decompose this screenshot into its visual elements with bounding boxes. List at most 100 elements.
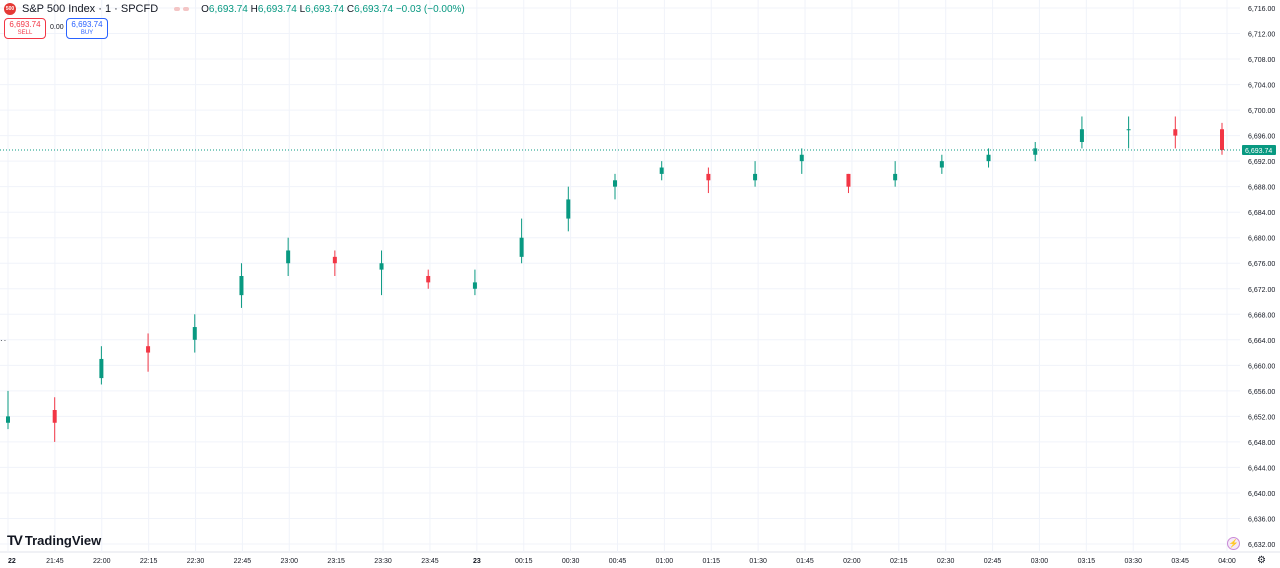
time-tick-label: 22:00 (93, 558, 111, 565)
time-tick-label: 23:45 (421, 558, 439, 565)
time-tick-label: 02:00 (843, 558, 861, 565)
candle-body (472, 282, 477, 289)
price-tick-label: 6,644.00 (1248, 465, 1275, 472)
price-tick-label: 6,704.00 (1248, 83, 1275, 90)
symbol-logo-icon: 500 (4, 3, 16, 15)
candle-body (519, 237, 524, 257)
price-tick-label: 6,660.00 (1248, 363, 1275, 370)
time-tick-label: 23:15 (327, 558, 345, 565)
eye-icon[interactable] (183, 7, 190, 11)
current-price-marker (1242, 145, 1276, 156)
sell-price: 6,693.74 (9, 19, 41, 29)
price-tick-label: 6,632.00 (1248, 542, 1275, 549)
price-tick-label: 6,668.00 (1248, 312, 1275, 319)
time-tick-label: 03:00 (1031, 558, 1049, 565)
price-tick-label: 6,708.00 (1248, 57, 1275, 64)
time-tick-label: 02:15 (890, 558, 908, 565)
current-price-label: 6,693.74 (1245, 148, 1272, 155)
eye-icon[interactable] (174, 7, 181, 11)
time-tick-label: 22:15 (140, 558, 158, 565)
candle-body (192, 327, 197, 340)
candle-body (52, 410, 57, 423)
price-tick-label: 6,688.00 (1248, 185, 1275, 192)
price-tick-label: 6,676.00 (1248, 261, 1275, 268)
time-tick-label: 03:45 (1171, 558, 1189, 565)
time-tick-label: 04:00 (1218, 558, 1236, 565)
time-tick-label: 23:00 (281, 558, 299, 565)
price-tick-label: 6,640.00 (1248, 491, 1275, 498)
brand-name: TradingView (24, 532, 102, 548)
buy-price: 6,693.74 (71, 19, 103, 29)
sell-label: SELL (17, 29, 33, 36)
time-tick-label: 23 (473, 558, 481, 565)
candle-body (566, 199, 571, 219)
gear-icon[interactable]: ⚙ (1257, 555, 1266, 566)
candle-body (986, 154, 991, 162)
candle-body (1033, 148, 1038, 155)
candle-body (893, 173, 898, 181)
candle-body (753, 173, 758, 181)
candle-body (799, 154, 804, 162)
candle-body (1079, 129, 1084, 142)
candle-body (6, 416, 10, 423)
time-tick-label: 02:45 (984, 558, 1002, 565)
sell-button[interactable]: 6,693.74 SELL (4, 18, 46, 39)
price-tick-label: 6,672.00 (1248, 287, 1275, 294)
time-tick-label: 22 (8, 558, 16, 565)
candle-body (939, 161, 944, 168)
price-tick-label: 6,700.00 (1248, 108, 1275, 115)
time-tick-label: 21:45 (46, 558, 64, 565)
price-tick-label: 6,716.00 (1248, 6, 1275, 13)
buy-label: BUY (80, 29, 94, 36)
time-tick-label: 03:30 (1124, 558, 1142, 565)
time-tick-label: 00:30 (562, 558, 580, 565)
price-tick-label: 6,636.00 (1248, 516, 1275, 523)
candle-body (146, 346, 151, 353)
symbol-legend: 500 S&P 500 Index · 1 · SPCFD O6,693.74 … (4, 3, 465, 15)
time-tick-label: 01:45 (796, 558, 814, 565)
time-tick-label: 01:30 (749, 558, 767, 565)
candle-body (846, 173, 851, 187)
candle-body (286, 250, 291, 264)
candle-body (659, 167, 664, 174)
visibility-toggles[interactable] (174, 7, 190, 11)
price-tick-label: 6,652.00 (1248, 414, 1275, 421)
candle-body (706, 173, 711, 181)
candle-body (379, 263, 384, 270)
ohlc-values: O6,693.74 H6,693.74 L6,693.74 C6,693.74 … (201, 3, 465, 15)
symbol-title[interactable]: S&P 500 Index · 1 · SPCFD (22, 3, 159, 15)
price-tick-label: 6,664.00 (1248, 338, 1275, 345)
price-tick-label: 6,712.00 (1248, 32, 1275, 39)
candle-body (332, 256, 337, 264)
candle-body (1126, 129, 1131, 131)
price-tick-label: 6,684.00 (1248, 210, 1275, 217)
price-tick-label: 6,692.00 (1248, 159, 1275, 166)
spread-value: 0.00 (50, 24, 64, 31)
candle-body (1173, 129, 1178, 136)
time-tick-label: 00:15 (515, 558, 533, 565)
candle-body (1220, 129, 1224, 151)
tradingview-logo-icon: TV (7, 532, 23, 548)
time-tick-label: 03:15 (1078, 558, 1096, 565)
tradingview-logo[interactable]: TV TradingView (7, 532, 101, 548)
price-tick-label: 6,680.00 (1248, 236, 1275, 243)
time-tick-label: 22:45 (234, 558, 252, 565)
candle-body (613, 180, 617, 187)
price-tick-label: 6,648.00 (1248, 440, 1275, 447)
drag-handle[interactable]: ·· (0, 336, 8, 345)
candle-body (239, 276, 244, 296)
price-tick-label: 6,696.00 (1248, 134, 1275, 141)
time-tick-label: 23:30 (374, 558, 392, 565)
change-value: −0.03 (−0.00%) (395, 3, 465, 15)
lightning-icon[interactable]: ⚡ (1227, 537, 1240, 550)
price-tick-label: 6,656.00 (1248, 389, 1275, 396)
time-tick-label: 22:30 (187, 558, 205, 565)
time-tick-label: 00:45 (609, 558, 627, 565)
time-tick-label: 01:15 (703, 558, 721, 565)
candle-body (426, 276, 431, 283)
time-tick-label: 02:30 (937, 558, 955, 565)
buy-button[interactable]: 6,693.74 BUY (66, 18, 108, 39)
time-tick-label: 01:00 (656, 558, 674, 565)
candle-body (99, 358, 104, 379)
